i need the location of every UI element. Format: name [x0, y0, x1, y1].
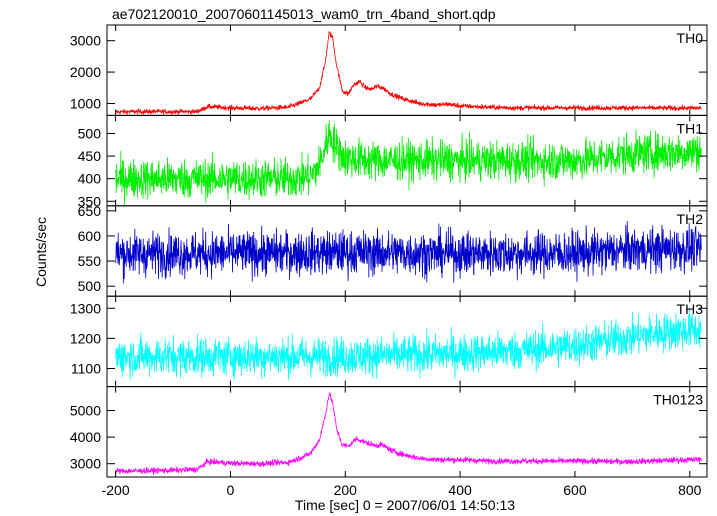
- x-axis: -200 0 200 400 600 800: [102, 482, 702, 498]
- y-tick-label: 2000: [70, 64, 101, 80]
- panel-th0123: 3000 4000 5000 TH0123: [70, 386, 708, 478]
- x-tick-label: 400: [448, 482, 472, 498]
- y-tick-label: 600: [78, 228, 102, 244]
- x-tick-label: 200: [334, 482, 358, 498]
- series-line-th0123: [115, 392, 702, 475]
- panel-label: TH0: [677, 30, 704, 46]
- series-line-th1: [115, 119, 702, 206]
- panel-frame: [106, 24, 708, 116]
- y-tick-label: 350: [78, 193, 102, 209]
- x-tick-label: 600: [563, 482, 587, 498]
- panels-group: 1000 2000 3000 TH0 350 400 450 500 TH1 500 550 600 6…: [70, 24, 708, 478]
- series-line-th0: [115, 31, 702, 116]
- panel-label: TH1: [677, 120, 704, 136]
- panel-label: TH2: [677, 211, 704, 227]
- y-tick-label: 1200: [70, 330, 101, 346]
- series-line-th3: [115, 309, 702, 381]
- panel-th0: 1000 2000 3000 TH0: [70, 24, 708, 116]
- x-tick-label: 0: [227, 482, 235, 498]
- y-axis-label: Counts/sec: [33, 217, 49, 287]
- y-tick-label: 4000: [70, 429, 101, 445]
- chart-title: ae702120010_20070601145013_wam0_trn_4ban…: [112, 6, 496, 22]
- y-tick-label: 650: [78, 203, 102, 219]
- y-tick-label: 550: [78, 253, 102, 269]
- panel-frame: [106, 386, 708, 478]
- series-line-th2: [115, 220, 702, 284]
- y-tick-label: 3000: [70, 33, 101, 49]
- x-axis-label: Time [sec] 0 = 2007/06/01 14:50:13: [295, 497, 515, 513]
- y-tick-label: 1000: [70, 95, 101, 111]
- y-tick-label: 400: [78, 171, 102, 187]
- x-tick-label: 800: [678, 482, 702, 498]
- panel-label: TH3: [677, 301, 704, 317]
- panel-th2: 500 550 600 650 TH2: [78, 203, 708, 297]
- y-tick-label: 3000: [70, 456, 101, 472]
- panel-th1: 350 400 450 500 TH1: [78, 114, 708, 209]
- x-tick-label: -200: [102, 482, 130, 498]
- y-tick-label: 1100: [71, 361, 101, 377]
- y-tick-label: 500: [78, 125, 102, 141]
- y-tick-label: 500: [78, 278, 102, 294]
- y-tick-label: 1300: [70, 300, 101, 316]
- panel-label: TH0123: [653, 392, 703, 408]
- panel-th3: 1100 1200 1300 TH3: [70, 295, 708, 388]
- y-tick-label: 450: [78, 148, 102, 164]
- y-tick-label: 5000: [70, 403, 101, 419]
